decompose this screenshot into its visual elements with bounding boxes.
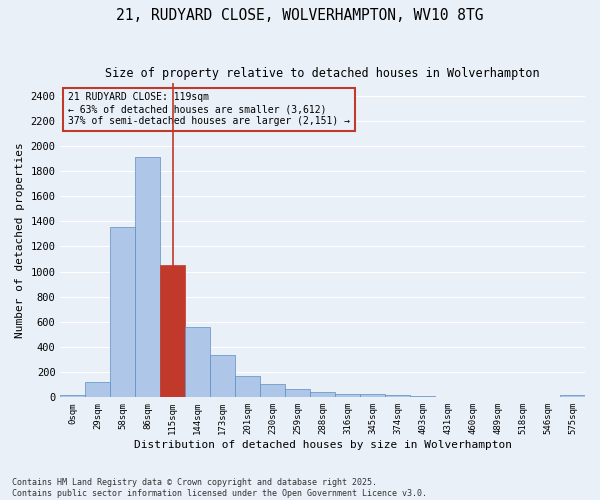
Bar — [260, 384, 285, 398]
Bar — [335, 394, 360, 398]
Bar — [310, 392, 335, 398]
Bar — [410, 396, 435, 398]
Bar — [61, 396, 85, 398]
Bar — [435, 396, 460, 398]
Bar — [85, 382, 110, 398]
Bar — [560, 396, 585, 398]
Text: 21, RUDYARD CLOSE, WOLVERHAMPTON, WV10 8TG: 21, RUDYARD CLOSE, WOLVERHAMPTON, WV10 8… — [116, 8, 484, 22]
Bar — [110, 227, 136, 398]
Bar — [285, 389, 310, 398]
Text: Contains HM Land Registry data © Crown copyright and database right 2025.
Contai: Contains HM Land Registry data © Crown c… — [12, 478, 427, 498]
Bar — [360, 394, 385, 398]
Bar — [136, 157, 160, 398]
Bar — [535, 396, 560, 398]
Bar — [460, 396, 485, 398]
Bar — [485, 396, 510, 398]
Bar — [185, 327, 210, 398]
Bar — [160, 266, 185, 398]
Y-axis label: Number of detached properties: Number of detached properties — [15, 142, 25, 338]
Bar — [235, 376, 260, 398]
X-axis label: Distribution of detached houses by size in Wolverhampton: Distribution of detached houses by size … — [134, 440, 512, 450]
Bar — [385, 395, 410, 398]
Bar — [210, 355, 235, 398]
Bar — [510, 396, 535, 398]
Text: 21 RUDYARD CLOSE: 119sqm
← 63% of detached houses are smaller (3,612)
37% of sem: 21 RUDYARD CLOSE: 119sqm ← 63% of detach… — [68, 92, 350, 126]
Title: Size of property relative to detached houses in Wolverhampton: Size of property relative to detached ho… — [106, 68, 540, 80]
